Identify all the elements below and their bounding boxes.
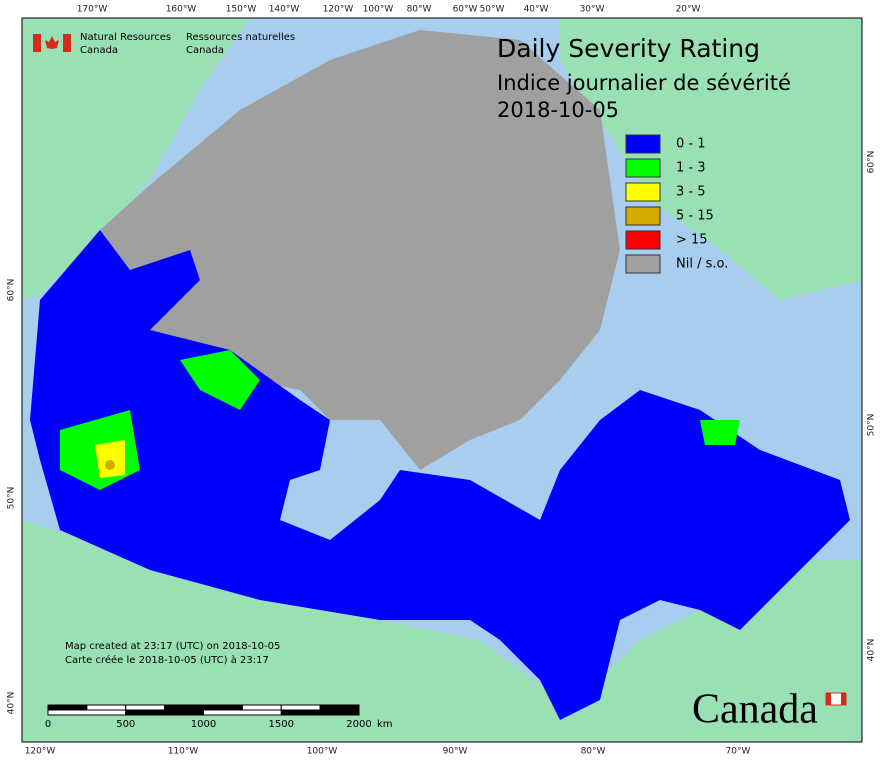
scale-segment [280, 709, 360, 716]
legend-label: Nil / s.o. [676, 257, 728, 272]
scale-segment [241, 704, 282, 711]
graticule-labels: 170°W 160°W 150°W 140°W 120°W 100°W 80°W 60°W 50… [7, 5, 877, 757]
flag-bar [63, 34, 71, 52]
greenland [560, 18, 862, 300]
scale-segment [86, 704, 127, 711]
scale-segment [280, 704, 321, 711]
legend-swatch [625, 134, 661, 154]
flag-bar [33, 34, 41, 52]
longitude-label: 110°W [168, 747, 199, 757]
longitude-label: 80°W [407, 5, 432, 15]
agency-text: Canada [186, 45, 224, 56]
latitude-label: 40°N [7, 692, 17, 715]
rated-region [30, 230, 850, 720]
patch-1-3 [700, 420, 740, 445]
wordmark-flag [841, 693, 846, 705]
scale-label: 1000 [191, 719, 216, 730]
latitude-label: 60°N [7, 279, 17, 302]
scale-segment [319, 704, 360, 711]
scale-unit: km [377, 719, 393, 730]
scale-segment [203, 709, 282, 716]
map-frame [21, 17, 863, 743]
agency-text: Natural Resources [80, 32, 171, 43]
scale-bar: 0 500 1000 1500 2000 km [45, 704, 393, 730]
longitude-label: 170°W [77, 5, 108, 15]
longitude-label: 40°W [524, 5, 549, 15]
agency-text: Canada [80, 45, 118, 56]
longitude-label: 100°W [307, 747, 338, 757]
legend-label: 0 - 1 [676, 137, 706, 152]
agency-text: Ressources naturelles [186, 32, 295, 43]
longitude-label: 140°W [269, 5, 300, 15]
patch-1-3 [180, 350, 260, 410]
logo: Natural Resources Canada Ressources natu… [33, 32, 295, 56]
legend-swatch [625, 206, 661, 226]
latitude-label: 60°N [867, 151, 877, 174]
longitude-label: 70°W [726, 747, 751, 757]
legend-label: 5 - 15 [676, 209, 714, 224]
wordmark-flag [826, 693, 831, 705]
scale-segment [203, 704, 243, 711]
date: 2018-10-05 [497, 98, 619, 122]
scale-segment [164, 704, 204, 711]
subtitle: Indice journalier de sévérité [497, 71, 791, 95]
scale-label: 2000 [346, 719, 371, 730]
scale-segment [47, 709, 127, 716]
patch-3-5 [95, 440, 125, 478]
latitude-label: 40°N [867, 639, 877, 662]
longitude-label: 120°W [25, 747, 56, 757]
longitude-label: 50°W [480, 5, 505, 15]
legend-swatch [625, 254, 661, 274]
wordmark: Canada [692, 687, 818, 733]
legend-swatch [625, 230, 661, 250]
legend-swatch [625, 158, 661, 178]
scale-label: 1500 [269, 719, 294, 730]
longitude-label: 120°W [323, 5, 354, 15]
latitude-label: 50°N [7, 487, 17, 510]
longitude-label: 20°W [676, 5, 701, 15]
map [21, 17, 863, 743]
longitude-label: 80°W [581, 747, 606, 757]
scale-segment [47, 704, 88, 711]
scale-segment [125, 704, 166, 711]
longitude-label: 30°W [580, 5, 605, 15]
legend-swatch [625, 182, 661, 202]
maple-leaf [45, 36, 59, 49]
note: Map created at 23:17 (UTC) on 2018-10-05 [65, 641, 280, 652]
longitude-label: 100°W [363, 5, 394, 15]
note: Carte créée le 2018-10-05 (UTC) à 23:17 [65, 654, 269, 666]
longitude-label: 90°W [443, 747, 468, 757]
legend-label: 1 - 3 [676, 161, 706, 176]
legend-label: 3 - 5 [676, 185, 706, 200]
longitude-label: 150°W [226, 5, 257, 15]
scale-label: 500 [116, 719, 135, 730]
latitude-label: 50°N [867, 414, 877, 437]
alaska [22, 18, 250, 300]
legend: 0 - 1 1 - 3 3 - 5 5 - 15 > 15 Nil / s.o. [625, 134, 728, 274]
patch-5-15 [105, 460, 115, 470]
longitude-label: 160°W [166, 5, 197, 15]
usa [22, 520, 862, 742]
longitude-label: 60°W [453, 5, 478, 15]
scale-label: 0 [45, 719, 51, 730]
scale-segment [125, 709, 204, 716]
legend-label: > 15 [676, 233, 708, 248]
title: Daily Severity Rating [497, 34, 760, 63]
